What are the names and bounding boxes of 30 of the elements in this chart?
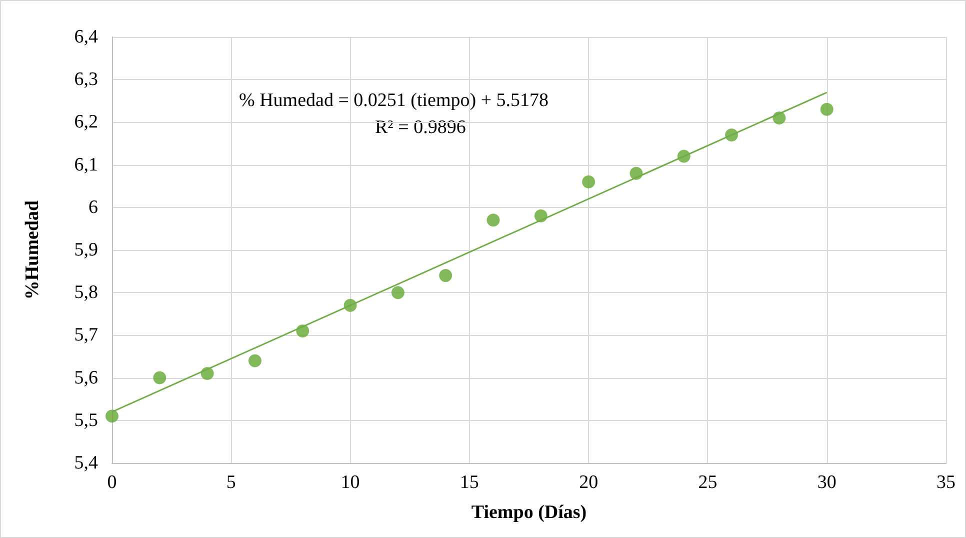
y-tick-label: 5,5 [74, 410, 98, 431]
x-tick-label: 15 [460, 472, 479, 493]
point [391, 286, 404, 300]
point [486, 214, 500, 227]
point [582, 175, 596, 188]
x-tick-label: 35 [936, 472, 956, 493]
y-tick-label: 6,1 [74, 154, 98, 176]
x-tick-label: 10 [340, 472, 360, 493]
y-tick-label: 5,7 [74, 324, 98, 346]
y-tick-label: 5,6 [74, 367, 98, 388]
y-tick-label: 5,8 [74, 282, 98, 304]
y-tick-label: 5,9 [74, 240, 98, 260]
point [153, 371, 166, 384]
point [439, 269, 452, 282]
x-tick-label: 0 [107, 472, 117, 493]
x-tick-label: 25 [698, 472, 718, 493]
annotation: % Humedad = 0.0251 (tiempo) + 5.5178 [239, 90, 549, 111]
y-tick-label: 5,4 [74, 452, 98, 474]
y-tick-label: 6,4 [74, 26, 98, 48]
x-tick-label: 30 [817, 472, 836, 493]
point [106, 410, 118, 423]
y-tick-label: 6,2 [74, 112, 98, 133]
y-axis-title: %Humedad [22, 200, 43, 300]
x-axis-title: Tiempo (Días) [471, 502, 587, 523]
x-tick-label: 5 [226, 472, 236, 493]
y-tick-label: 6 [88, 196, 98, 218]
point [820, 102, 834, 116]
point [248, 354, 262, 368]
y-tick-label: 6,3 [74, 69, 98, 90]
x-tick-label: 20 [579, 472, 598, 493]
